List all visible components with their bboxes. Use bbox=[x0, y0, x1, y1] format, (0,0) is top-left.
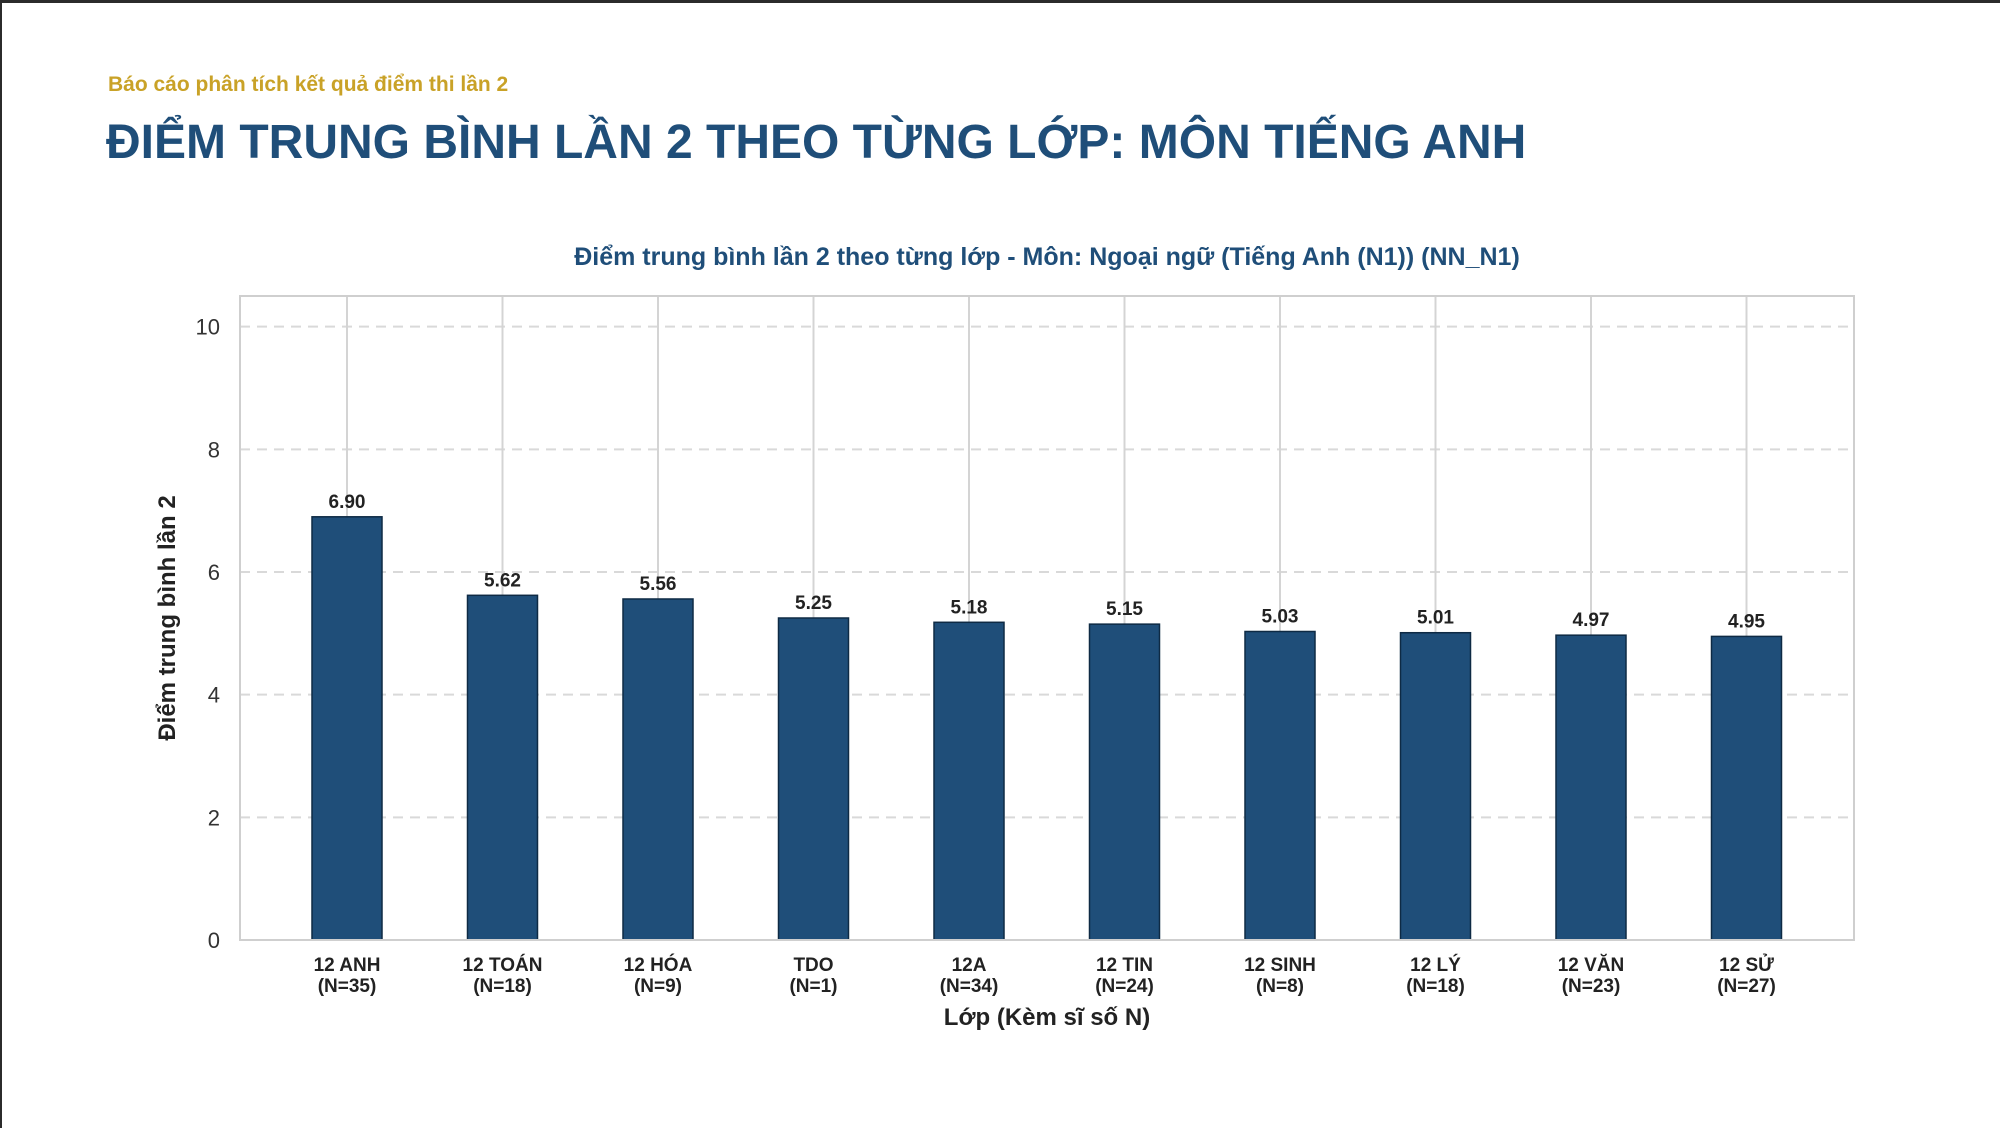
y-tick-label: 4 bbox=[208, 683, 220, 708]
x-tick-sublabel: (N=18) bbox=[1406, 976, 1465, 997]
bar-value-label: 5.56 bbox=[640, 574, 677, 595]
bar bbox=[933, 621, 1005, 941]
bar bbox=[1710, 635, 1783, 941]
y-tick-label: 10 bbox=[196, 315, 220, 340]
bar-layer bbox=[311, 516, 1783, 941]
x-tick-label: 12A bbox=[952, 955, 987, 976]
bar-value-label: 5.18 bbox=[951, 597, 988, 618]
x-tick-label: 12 TOÁN bbox=[463, 954, 543, 976]
bar bbox=[1399, 631, 1472, 941]
bar bbox=[466, 594, 539, 941]
x-tick-label: 12 HÓA bbox=[624, 954, 693, 976]
bar-value-label: 5.01 bbox=[1417, 608, 1454, 629]
y-tick-label: 8 bbox=[208, 437, 220, 462]
bar bbox=[1244, 630, 1316, 941]
x-tick-sublabel: (N=1) bbox=[789, 976, 837, 997]
y-axis-label: Điểm trung bình lần 2 bbox=[154, 495, 181, 740]
bar-value-label: 5.03 bbox=[1262, 606, 1299, 627]
y-tick-label: 2 bbox=[208, 805, 220, 830]
x-tick-label: 12 LÝ bbox=[1410, 954, 1461, 976]
x-axis-label: Lớp (Kèm sĩ số N) bbox=[944, 1004, 1150, 1031]
bar bbox=[777, 617, 850, 941]
bar bbox=[1088, 623, 1161, 941]
x-tick-label: TDO bbox=[793, 955, 833, 976]
x-tick-sublabel: (N=24) bbox=[1095, 976, 1154, 997]
x-tick-label: 12 ANH bbox=[314, 955, 381, 976]
x-tick-label: 12 VĂN bbox=[1558, 954, 1625, 976]
bar bbox=[1555, 634, 1627, 941]
y-tick-label: 6 bbox=[208, 560, 220, 585]
bar-value-label: 4.97 bbox=[1573, 610, 1610, 631]
bar-value-label: 6.90 bbox=[329, 492, 366, 513]
x-tick-sublabel: (N=35) bbox=[318, 976, 377, 997]
bar-value-label: 5.62 bbox=[484, 570, 521, 591]
x-tick-sublabel: (N=27) bbox=[1717, 976, 1776, 997]
x-tick-label: 12 SINH bbox=[1244, 955, 1316, 976]
page-title: ĐIỂM TRUNG BÌNH LẦN 2 THEO TỪNG LỚP: MÔN… bbox=[106, 116, 1527, 169]
plot-frame bbox=[239, 295, 1855, 941]
bar-chart: Điểm trung bình lần 2 theo từng lớp - Mô… bbox=[154, 243, 1855, 1031]
x-tick-sublabel: (N=23) bbox=[1562, 976, 1621, 997]
x-tick-label: 12 SỬ bbox=[1719, 954, 1774, 976]
bar bbox=[311, 516, 383, 941]
y-tick-label: 0 bbox=[208, 928, 220, 953]
bar-value-label: 4.95 bbox=[1728, 611, 1765, 632]
x-tick-sublabel: (N=8) bbox=[1256, 976, 1304, 997]
bar bbox=[622, 598, 694, 941]
x-tick-label: 12 TIN bbox=[1096, 955, 1153, 976]
chart-title: Điểm trung bình lần 2 theo từng lớp - Mô… bbox=[574, 243, 1520, 271]
bar-value-label: 5.25 bbox=[795, 593, 832, 614]
x-tick-sublabel: (N=34) bbox=[940, 976, 999, 997]
report-subtitle: Báo cáo phân tích kết quả điểm thi lần 2 bbox=[108, 73, 509, 96]
bar-value-label: 5.15 bbox=[1106, 599, 1143, 620]
x-tick-sublabel: (N=9) bbox=[634, 976, 682, 997]
x-tick-sublabel: (N=18) bbox=[473, 976, 532, 997]
